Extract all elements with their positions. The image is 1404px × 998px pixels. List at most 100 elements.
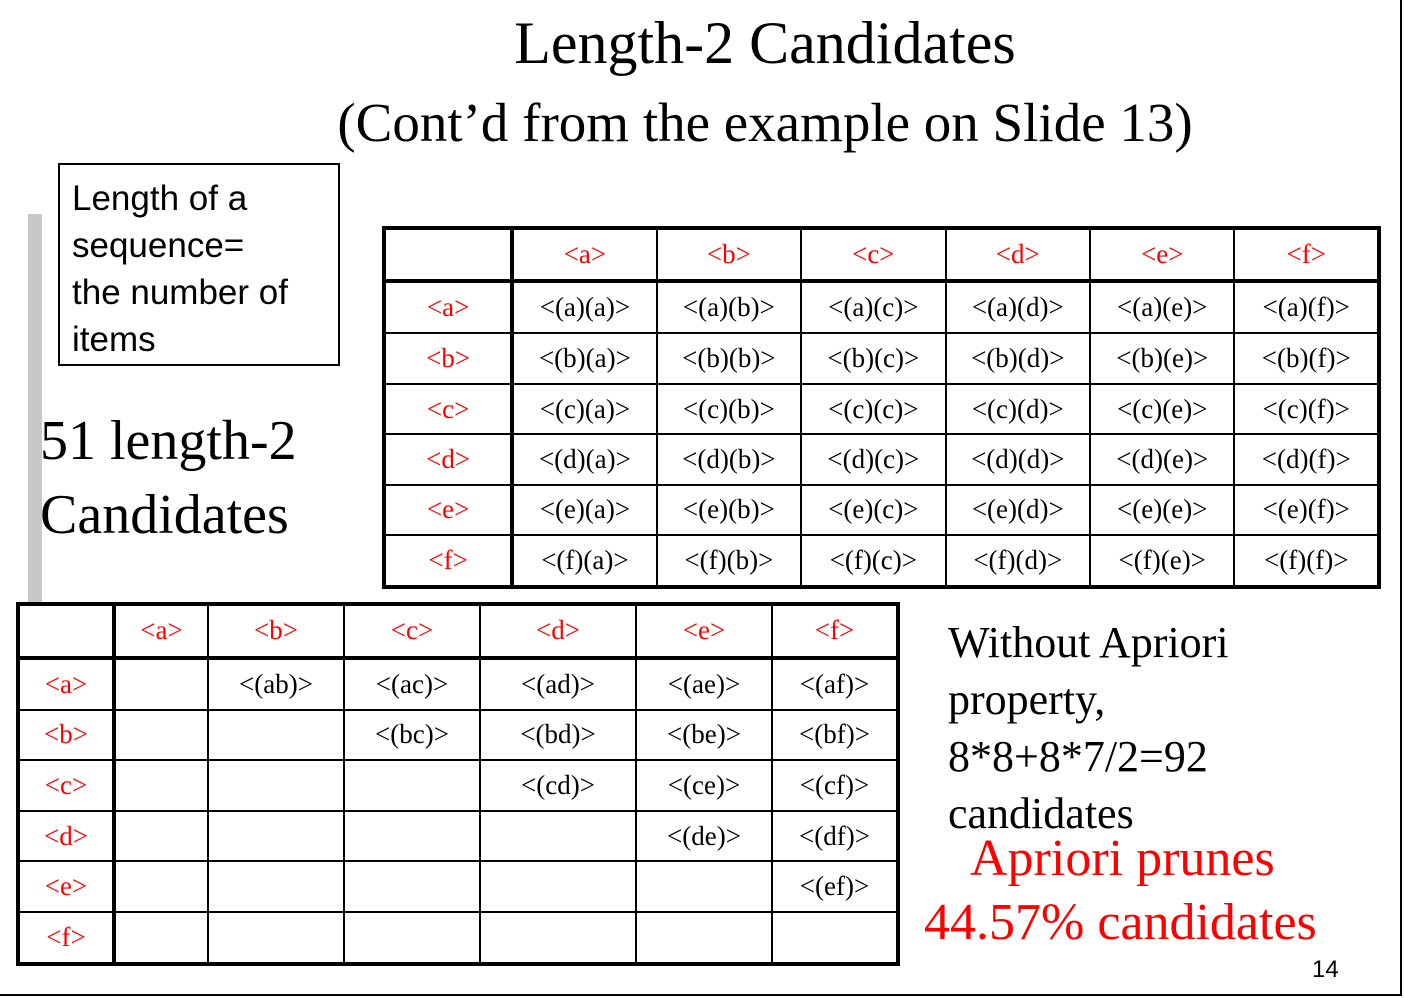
- row-header: <b>: [17, 708, 116, 762]
- table-cell: <(e)(b)>: [655, 483, 803, 537]
- table-row: <c> <(c)(a)> <(c)(b)> <(c)(c)> <(c)(d)> …: [382, 382, 1380, 436]
- table-cell: <(bf)>: [771, 708, 899, 762]
- column-header: <d>: [479, 603, 637, 660]
- table-cell: <(d)(d)>: [944, 433, 1092, 486]
- table-cell: [207, 910, 345, 966]
- table-corner-cell: [17, 603, 116, 660]
- table-cell: <(d)(c)>: [800, 433, 947, 486]
- column-header: <f>: [771, 603, 899, 660]
- table-corner-cell: [382, 226, 515, 284]
- table-cell: <(f)(e)>: [1088, 534, 1236, 588]
- column-header: <b>: [655, 226, 803, 284]
- table-cell: <(e)(f)>: [1233, 483, 1380, 537]
- table-cell: <(ae)>: [635, 656, 773, 711]
- slide-title: Length-2 Candidates: [514, 10, 1016, 76]
- column-header: <e>: [1088, 226, 1236, 284]
- table-cell: <(c)(c)>: [800, 382, 947, 436]
- table-cell: <(f)(b)>: [655, 534, 803, 588]
- table-cell: <(f)(c)>: [800, 534, 947, 588]
- table-cell: [207, 809, 345, 863]
- table-cell: [479, 809, 637, 863]
- column-header: <f>: [1233, 226, 1380, 284]
- row-header: <f>: [17, 910, 116, 966]
- side-note-line: Without Apriori: [948, 618, 1229, 667]
- table-cell: <(bc)>: [343, 708, 481, 762]
- definition-box: Length of a sequence= the number of item…: [58, 163, 340, 366]
- table-cell: [207, 708, 345, 762]
- row-header: <a>: [382, 280, 515, 335]
- page-number: 14: [1312, 956, 1339, 983]
- table-cell: <(cf)>: [771, 759, 899, 812]
- table-cell: <(be)>: [635, 708, 773, 762]
- candidate-count-text: 51 length-2 Candidates: [40, 404, 297, 552]
- row-header: <f>: [382, 534, 515, 588]
- column-header: <a>: [113, 603, 209, 660]
- table-header-row: <a> <b> <c> <d> <e> <f>: [17, 603, 899, 660]
- table-cell: <(b)(e)>: [1088, 332, 1236, 385]
- table-cell: <(c)(a)>: [511, 382, 658, 436]
- table-cell: [113, 910, 209, 966]
- table-cell: <(f)(a)>: [511, 534, 658, 588]
- column-header: <e>: [635, 603, 773, 660]
- table-cell: <(c)(f)>: [1233, 382, 1380, 436]
- count-line: Candidates: [40, 484, 289, 546]
- table-cell: [343, 910, 481, 966]
- table-cell: <(c)(e)>: [1088, 382, 1236, 436]
- table-cell: <(e)(a)>: [511, 483, 658, 537]
- table-cell: <(a)(d)>: [944, 280, 1092, 335]
- slide-subtitle: (Cont’d from the example on Slide 13): [337, 92, 1193, 153]
- column-header: <b>: [207, 603, 345, 660]
- table-cell: <(d)(e)>: [1088, 433, 1236, 486]
- row-header: <d>: [382, 433, 515, 486]
- table-cell: <(d)(a)>: [511, 433, 658, 486]
- table-row: <a> <(ab)> <(ac)> <(ad)> <(ae)> <(af)>: [17, 656, 899, 711]
- table-row: <d> <(de)> <(df)>: [17, 809, 899, 863]
- table-cell: [479, 860, 637, 913]
- table-cell: <(ce)>: [635, 759, 773, 812]
- table-cell: [113, 809, 209, 863]
- row-header: <c>: [382, 382, 515, 436]
- table-row: <e> <(e)(a)> <(e)(b)> <(e)(c)> <(e)(d)> …: [382, 483, 1380, 537]
- table-cell: <(a)(a)>: [511, 280, 658, 335]
- table-cell: [113, 860, 209, 913]
- table-row: <f> <(f)(a)> <(f)(b)> <(f)(c)> <(f)(d)> …: [382, 534, 1380, 588]
- row-header: <c>: [17, 759, 116, 812]
- column-header: <c>: [800, 226, 947, 284]
- table-cell: <(c)(d)>: [944, 382, 1092, 436]
- row-header: <a>: [17, 656, 116, 711]
- table-cell: <(df)>: [771, 809, 899, 863]
- table-cell: [207, 860, 345, 913]
- sidebar-accent-bar: [28, 214, 42, 604]
- table-cell: <(b)(b)>: [655, 332, 803, 385]
- prune-text-line2: 44.57% candidates: [924, 894, 1317, 951]
- table-row: <d> <(d)(a)> <(d)(b)> <(d)(c)> <(d)(d)> …: [382, 433, 1380, 486]
- apriori-side-note: Without Apriori property, 8*8+8*7/2=92 c…: [948, 614, 1229, 842]
- itemset-candidates-table: <a> <b> <c> <d> <e> <f> <a> <(ab)> <(ac)…: [16, 602, 900, 966]
- table-header-row: <a> <b> <c> <d> <e> <f>: [382, 226, 1380, 284]
- table-cell: <(ab)>: [207, 656, 345, 711]
- table-cell: <(ef)>: [771, 860, 899, 913]
- table-cell: <(b)(a)>: [511, 332, 658, 385]
- table-cell: <(d)(b)>: [655, 433, 803, 486]
- side-note-line: property,: [948, 675, 1106, 724]
- definition-line: items: [72, 320, 156, 359]
- table-cell: [113, 656, 209, 711]
- table-cell: <(b)(c)>: [800, 332, 947, 385]
- row-header: <d>: [17, 809, 116, 863]
- table-cell: [635, 910, 773, 966]
- count-line: 51 length-2: [40, 410, 297, 472]
- table-cell: <(af)>: [771, 656, 899, 711]
- definition-line: sequence=: [72, 226, 245, 265]
- table-cell: <(a)(c)>: [800, 280, 947, 335]
- table-cell: [207, 759, 345, 812]
- table-row: <b> <(bc)> <(bd)> <(be)> <(bf)>: [17, 708, 899, 762]
- table-cell: [635, 860, 773, 913]
- row-header: <e>: [382, 483, 515, 537]
- table-cell: <(bd)>: [479, 708, 637, 762]
- table-cell: <(ac)>: [343, 656, 481, 711]
- table-cell: <(ad)>: [479, 656, 637, 711]
- definition-line: Length of a: [72, 179, 248, 218]
- prune-text-line1: Apriori prunes: [970, 830, 1275, 887]
- table-cell: <(e)(c)>: [800, 483, 947, 537]
